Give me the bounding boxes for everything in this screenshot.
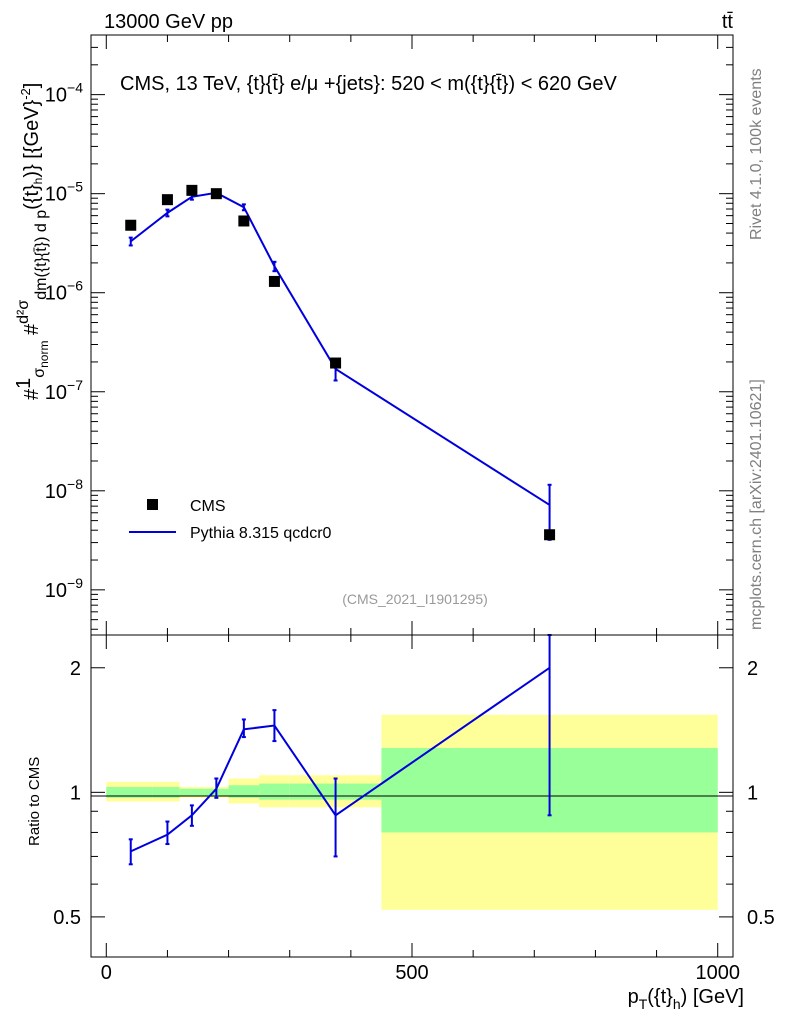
legend-label-mc: Pythia 8.315 qcdcr0 xyxy=(190,525,332,542)
ratio-uncertainty-bands xyxy=(106,714,718,910)
y-tick-label: 10−6 xyxy=(45,278,83,305)
cms-data-point xyxy=(330,357,342,369)
ratio-band-stat xyxy=(106,787,153,798)
main-plot-marks xyxy=(125,184,556,541)
ratio-band-stat xyxy=(259,783,290,800)
y-tick-label: 10−8 xyxy=(45,476,83,503)
y-axis-label: #1σnorm #d²σdm({t}{t̄}) d p({t}h)} [{GeV… xyxy=(13,83,51,400)
main-panel-frame xyxy=(90,34,734,636)
ratio-band-stat xyxy=(228,785,260,798)
ratio-series-line xyxy=(130,666,551,853)
header-left: 13000 GeV pp xyxy=(104,11,233,33)
y-tick-label: 10−4 xyxy=(45,80,83,107)
chart-title: CMS, 13 TeV, {t}{t̄} e/μ +{jets}: 520 < … xyxy=(120,73,618,95)
ratio-y-tick-label-right: 1 xyxy=(747,782,758,804)
ratio-y-tick-label-left: 0.5 xyxy=(53,907,81,929)
rivet-label: Rivet 4.1.0, 100k events xyxy=(748,68,765,240)
cms-data-point xyxy=(125,219,137,231)
ratio-marks xyxy=(128,634,552,866)
cms-data-point xyxy=(268,275,280,287)
ratio-y-tick-label-right: 2 xyxy=(747,658,758,680)
cms-data-point xyxy=(544,529,556,541)
mc-series-line xyxy=(130,191,551,506)
y-tick-label: 10−9 xyxy=(45,575,83,602)
watermark: (CMS_2021_I1901295) xyxy=(342,591,488,607)
x-axis-label: pT({t}h) [GeV] xyxy=(628,986,744,1012)
legend-marker-cms xyxy=(147,499,158,510)
x-tick-label: 0 xyxy=(101,962,112,984)
ratio-y-tick-label-left: 2 xyxy=(70,658,81,680)
ratio-axis-ticks: 0 500 1000 0.5 0.5 1 1 2 2 xyxy=(53,635,775,984)
cms-data-point xyxy=(210,188,222,200)
cms-data-point xyxy=(186,184,198,196)
legend-label-cms: CMS xyxy=(190,498,226,515)
ratio-band-stat xyxy=(152,787,180,798)
x-tick-label: 500 xyxy=(395,962,428,984)
mcplots-label: mcplots.cern.ch [arXiv:2401.10621] xyxy=(748,379,765,630)
ratio-y-tick-label-left: 1 xyxy=(70,782,81,804)
cms-data-point xyxy=(161,194,173,206)
x-tick-label: 1000 xyxy=(695,962,740,984)
cms-data-point xyxy=(238,215,250,227)
y-tick-label: 10−7 xyxy=(45,377,83,404)
ratio-y-label: Ratio to CMS xyxy=(26,757,43,846)
main-axis-ticks: 10−9 10−8 10−7 10−6 10−5 10−4 xyxy=(45,34,733,635)
ratio-y-tick-label-right: 0.5 xyxy=(747,907,775,929)
ratio-band-stat xyxy=(179,788,205,796)
y-tick-label: 10−5 xyxy=(45,179,83,206)
header-right: tt̄ xyxy=(722,11,734,33)
